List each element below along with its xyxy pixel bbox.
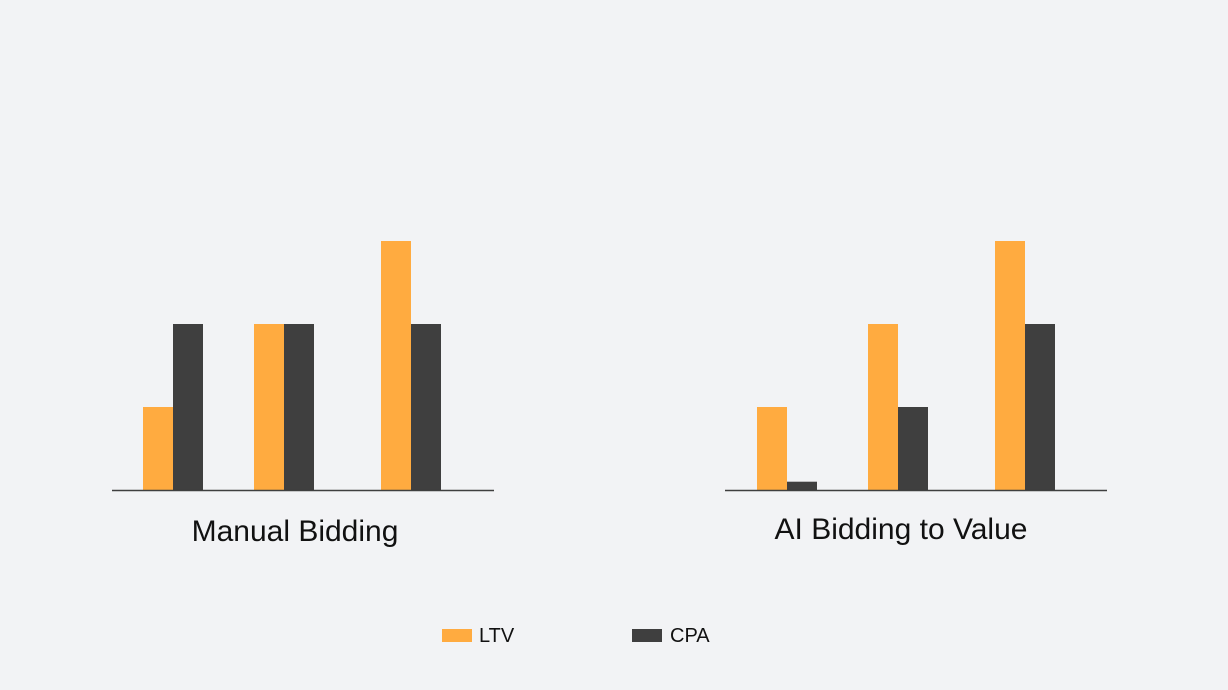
ai-bidding-title: AI Bidding to Value xyxy=(775,513,1028,546)
legend-swatch-ltv xyxy=(442,629,472,642)
manual-bidding-bars xyxy=(143,241,441,490)
manual-bidding-title: Manual Bidding xyxy=(192,515,399,548)
ai-bidding-bar-cpa-3 xyxy=(1025,324,1055,490)
manual-bidding-bar-ltv-1 xyxy=(143,407,173,490)
ai-bidding-bar-ltv-3 xyxy=(995,241,1025,490)
ai-bidding-bar-cpa-2 xyxy=(898,407,928,490)
ai-bidding-bar-ltv-1 xyxy=(757,407,787,490)
ai-bidding-bar-ltv-2 xyxy=(868,324,898,490)
manual-bidding-bar-ltv-3 xyxy=(381,241,411,490)
manual-bidding-chart: Manual Bidding xyxy=(112,241,494,548)
manual-bidding-bar-cpa-1 xyxy=(173,324,203,490)
legend-label-ltv: LTV xyxy=(479,625,515,647)
ai-bidding-bar-cpa-1 xyxy=(787,481,817,490)
manual-bidding-bar-ltv-2 xyxy=(254,324,284,490)
manual-bidding-bar-cpa-2 xyxy=(284,324,314,490)
legend-item-cpa: CPA xyxy=(632,625,710,647)
legend-item-ltv: LTV xyxy=(442,625,515,647)
ai-bidding-chart: AI Bidding to Value xyxy=(725,241,1107,546)
ai-bidding-bars xyxy=(757,241,1055,490)
legend-label-cpa: CPA xyxy=(670,625,710,647)
manual-bidding-bar-cpa-3 xyxy=(411,324,441,490)
legend-swatch-cpa xyxy=(632,629,662,642)
legend: LTV CPA xyxy=(442,625,710,647)
